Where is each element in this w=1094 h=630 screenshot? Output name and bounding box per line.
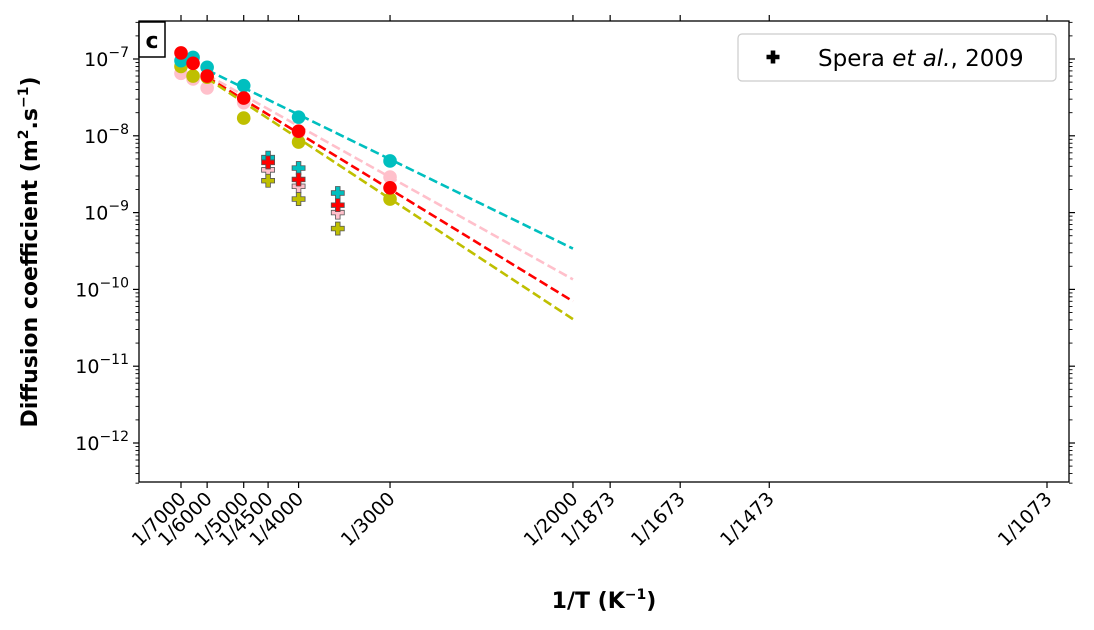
legend-entry-label: Spera et al., 2009 — [818, 46, 1024, 72]
spera-plus-marker — [261, 173, 275, 188]
data-point — [383, 192, 397, 206]
x-tick-label: 1/3000 — [337, 488, 400, 551]
y-title-sup2: −1 — [16, 87, 32, 108]
y-tick-base: 10 — [84, 49, 108, 71]
y-tick-label: 10−9 — [84, 199, 129, 225]
y-title-sup1: 2 — [16, 129, 32, 139]
legend-entry-pre: Spera — [818, 46, 892, 72]
y-tick-base: 10 — [75, 356, 99, 378]
plot-frame — [138, 20, 1070, 483]
y-tick-exponent: −10 — [99, 275, 129, 291]
data-point — [383, 181, 397, 195]
legend-entry-italic: et al. — [892, 46, 950, 72]
y-tick-label: 10−12 — [75, 429, 129, 455]
x-axis-title: 1/T (K−1) — [552, 587, 657, 614]
panel-label-text: c — [145, 29, 158, 54]
data-point — [291, 135, 306, 149]
legend-plus-icon — [766, 50, 780, 64]
legend-marker-icon — [766, 50, 780, 64]
data-point — [383, 170, 397, 184]
spera-plus-marker — [291, 192, 306, 206]
spera-plus-marker — [330, 198, 345, 213]
panel-label-box — [138, 21, 166, 58]
y-tick-base: 10 — [84, 203, 108, 225]
y-tick-exponent: −11 — [99, 352, 129, 368]
data-point — [291, 110, 306, 124]
y-tick-label: 10−10 — [75, 275, 129, 301]
x-title-tail: ) — [646, 589, 656, 614]
legend-box — [737, 33, 1057, 82]
data-markers — [174, 46, 397, 236]
x-title-main: 1/T (K — [552, 589, 626, 614]
data-point — [383, 154, 397, 168]
legend-entry-post: , 2009 — [951, 46, 1024, 72]
y-title-mid: .s — [18, 108, 43, 129]
y-tick-exponent: −9 — [108, 199, 129, 215]
data-point — [236, 78, 251, 93]
legend: Spera et al., 2009 — [737, 33, 1057, 82]
spera-plus-marker — [261, 155, 275, 170]
y-tick-exponent: −7 — [108, 45, 129, 61]
y-title-main: Diffusion coefficient (m — [18, 139, 43, 427]
spera-plus-marker — [330, 221, 345, 236]
data-point — [200, 81, 214, 95]
data-point — [236, 91, 251, 105]
y-tick-label: 10−7 — [84, 45, 129, 71]
x-title-sup: −1 — [625, 587, 646, 603]
data-point — [186, 69, 200, 83]
y-tick-exponent: −8 — [108, 122, 129, 138]
fit-line — [206, 77, 574, 321]
y-tick-exponent: −12 — [99, 429, 129, 445]
y-tick-base: 10 — [75, 433, 99, 455]
spera-plus-marker — [291, 172, 306, 187]
data-point — [291, 124, 306, 138]
x-tick-label: 1/1673 — [627, 488, 690, 551]
y-tick-base: 10 — [75, 279, 99, 301]
x-tick-label: 1/1073 — [994, 488, 1057, 551]
y-axis-title: Diffusion coefficient (m2.s−1) — [16, 76, 43, 427]
data-point — [236, 111, 251, 125]
y-tick-label: 10−11 — [75, 352, 129, 378]
x-tick-label: 1/1473 — [716, 488, 779, 551]
y-tick-base: 10 — [84, 126, 108, 148]
data-point — [186, 56, 200, 71]
panel-label: c — [138, 21, 166, 58]
data-point — [174, 46, 188, 60]
data-point — [200, 69, 214, 83]
spera-plus-marker — [330, 186, 345, 200]
y-title-tail: ) — [18, 76, 43, 86]
y-tick-label: 10−8 — [84, 122, 129, 148]
